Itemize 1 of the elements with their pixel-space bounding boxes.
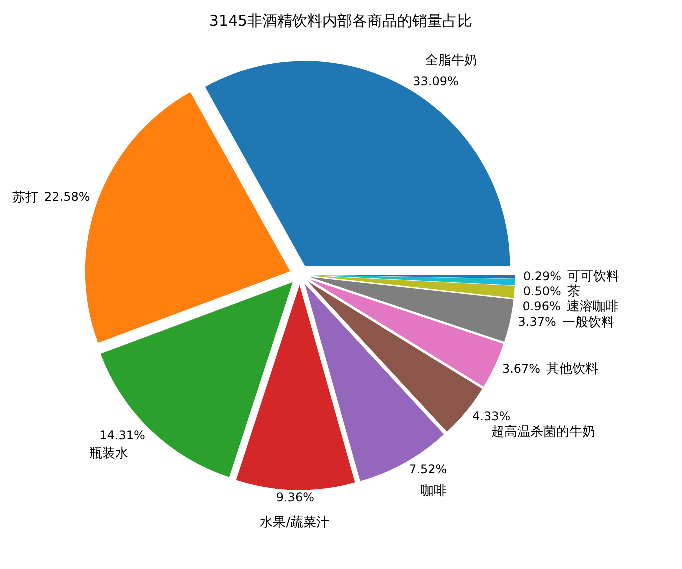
title: 3145非酒精饮料内部各商品的销量占比: [209, 12, 473, 30]
